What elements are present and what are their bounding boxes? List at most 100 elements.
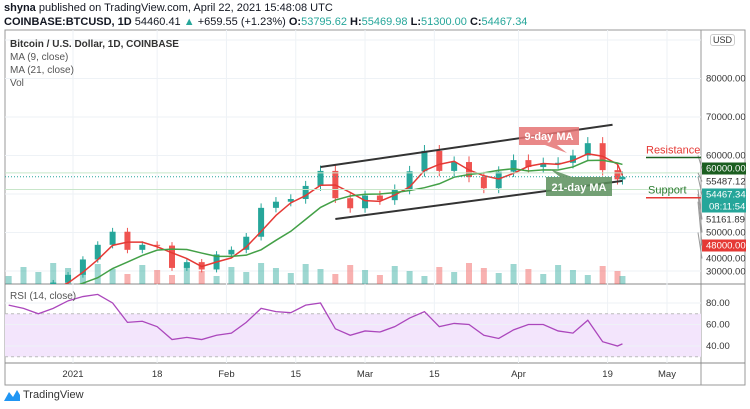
time-tick: Feb (218, 369, 234, 380)
price-tick: 60000.00 (706, 151, 746, 162)
volume-bar (169, 275, 175, 284)
time-tick: 15 (429, 369, 440, 380)
candle (139, 244, 146, 250)
legend-vol[interactable]: Vol (10, 78, 24, 89)
volume-bar (421, 276, 428, 284)
candle (376, 195, 383, 201)
volume-bar (555, 265, 562, 284)
volume-bar (332, 274, 339, 284)
volume-bar (65, 268, 72, 284)
candle (272, 201, 279, 208)
open-value: 53795.62 (301, 16, 347, 28)
price-label: 51161.89 (706, 215, 745, 226)
volume-bar (540, 274, 547, 284)
time-tick: 15 (290, 369, 301, 380)
high-value: 55469.98 (361, 16, 408, 28)
candle (124, 231, 131, 250)
volume-bar (436, 267, 443, 284)
price-label-bg (702, 162, 746, 175)
rsi-band (5, 313, 701, 357)
price-change: +659.55 (+1.23%) (197, 16, 286, 28)
chart-legend: Bitcoin / U.S. Dollar, 1D, COINBASE MA (… (10, 38, 179, 90)
volume-bar (584, 275, 591, 284)
ma21-callout-text: 21-day MA (551, 182, 606, 194)
ma9-callout (519, 127, 579, 153)
price-label: 60000.00 (706, 164, 746, 175)
candle (347, 198, 354, 209)
time-tick: 2021 (62, 369, 83, 380)
volume-bar (391, 266, 398, 284)
price-label: 48000.00 (706, 241, 746, 252)
up-arrow-icon: ▲ (183, 16, 195, 28)
candle (169, 245, 175, 268)
volume-bar (619, 276, 626, 284)
publisher[interactable]: shyna (4, 2, 36, 14)
price-pane (5, 123, 626, 284)
volume-bar (183, 266, 190, 284)
logo-text: TradingView (23, 389, 84, 401)
time-tick: May (658, 369, 676, 380)
candle (109, 231, 116, 245)
volume-bar (258, 263, 265, 284)
low-label: L: (410, 16, 421, 28)
ma9-line (63, 153, 624, 284)
price-tick: 30000.00 (706, 267, 746, 278)
price-label-leader (697, 172, 703, 182)
legend-ma21[interactable]: MA (21, close) (10, 65, 74, 76)
currency-badge[interactable]: USD (710, 34, 736, 46)
ohlc-line: COINBASE:BTCUSD, 1D 54460.41 ▲ +659.55 (… (4, 16, 527, 28)
volume-bar (466, 263, 472, 284)
candle (436, 150, 443, 171)
volume-bar (525, 269, 532, 284)
time-tick: 19 (602, 369, 613, 380)
volume-bar (35, 272, 42, 284)
legend-rsi[interactable]: RSI (14, close) (10, 291, 77, 302)
last-price: 54460.41 (134, 16, 181, 28)
volume-bar (50, 263, 57, 284)
legend-ma9[interactable]: MA (9, close) (10, 52, 69, 63)
rsi-tick: 40.00 (706, 341, 730, 352)
volume-bar (243, 272, 250, 284)
volume-bar (5, 276, 12, 284)
rsi-tick: 80.00 (706, 298, 730, 309)
price-label: 54467.34 (706, 190, 746, 201)
published-text: published on TradingView.com, April 22, … (38, 2, 333, 14)
volume-bar (109, 269, 116, 284)
volume-bar (20, 267, 27, 284)
volume-bar (228, 267, 235, 284)
time-tick: 18 (152, 369, 163, 380)
candle (480, 177, 487, 189)
countdown-label: 08:11:54 (709, 202, 745, 213)
candle (317, 170, 324, 186)
support-label: Support (648, 185, 687, 197)
volume-bar (451, 272, 458, 284)
volume-bar (510, 264, 517, 284)
rsi-tick: 60.00 (706, 320, 730, 331)
price-tick: 50000.00 (706, 228, 746, 239)
candle (79, 259, 86, 275)
volume-bar (495, 273, 502, 284)
candle (65, 274, 72, 283)
candle (302, 185, 309, 200)
candle (569, 155, 576, 163)
candle (406, 171, 413, 190)
time-tick: Apr (511, 369, 526, 380)
volume-bar (362, 270, 369, 284)
ma21-line (77, 159, 623, 284)
resistance-label: Resistance (646, 145, 700, 157)
volume-bar (317, 269, 324, 284)
candle (584, 143, 591, 156)
volume-bar (376, 275, 383, 284)
price-label: 55487.12 (706, 177, 746, 188)
candle (510, 160, 517, 172)
price-tick: 70000.00 (706, 112, 746, 123)
tradingview-logo[interactable]: TradingView (4, 389, 84, 401)
volume-bar (287, 273, 294, 284)
candle (258, 207, 265, 237)
price-label-leader (697, 176, 703, 195)
candle (525, 160, 532, 168)
price-label-leader (697, 232, 703, 259)
symbol: COINBASE:BTCUSD, 1D (4, 16, 132, 28)
